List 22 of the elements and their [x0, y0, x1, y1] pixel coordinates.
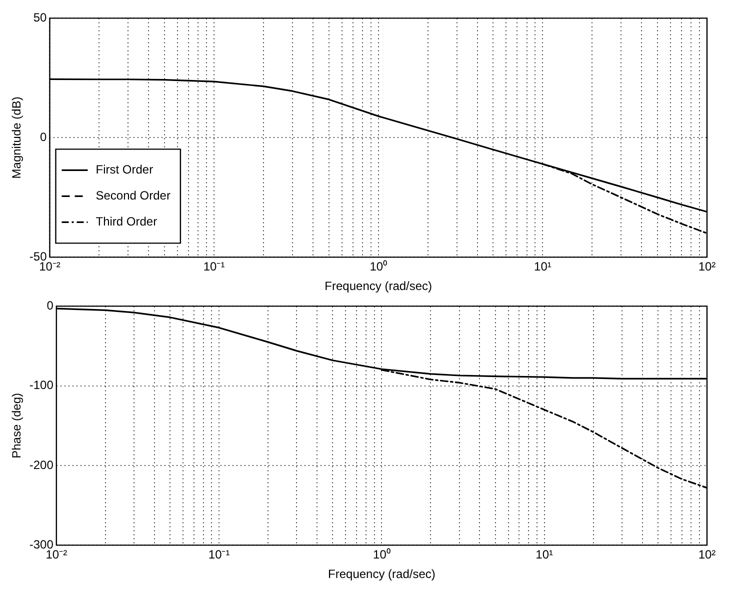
y-tick-label: 0	[46, 298, 54, 313]
x-tick-label: 10⁻²	[39, 260, 60, 274]
x-tick-label: 10¹	[534, 260, 552, 274]
legend-label: First Order	[96, 162, 154, 177]
y-tick-label: -100	[29, 378, 54, 392]
x-tick-label: 10⁻²	[46, 548, 68, 562]
y-axis-title: Magnitude (dB)	[10, 96, 24, 179]
x-axis-title: Frequency (rad/sec)	[328, 567, 436, 582]
x-tick-label: 10⁻¹	[208, 548, 230, 562]
x-tick-label: 10²	[698, 260, 716, 274]
y-tick-label: 50	[33, 10, 48, 25]
legend-label: Third Order	[96, 214, 158, 229]
legend-label: Second Order	[96, 188, 170, 203]
x-tick-label: 10²	[698, 548, 716, 562]
x-tick-label: 10⁰	[373, 548, 390, 562]
x-tick-label: 10¹	[536, 548, 554, 562]
x-tick-label: 10⁻¹	[203, 260, 225, 274]
y-tick-label: -200	[29, 458, 54, 472]
x-tick-label: 10⁰	[370, 260, 388, 274]
x-axis-title: Frequency (rad/sec)	[324, 279, 432, 294]
y-axis-title: Phase (deg)	[10, 393, 24, 458]
y-tick-label: 0	[40, 130, 48, 144]
